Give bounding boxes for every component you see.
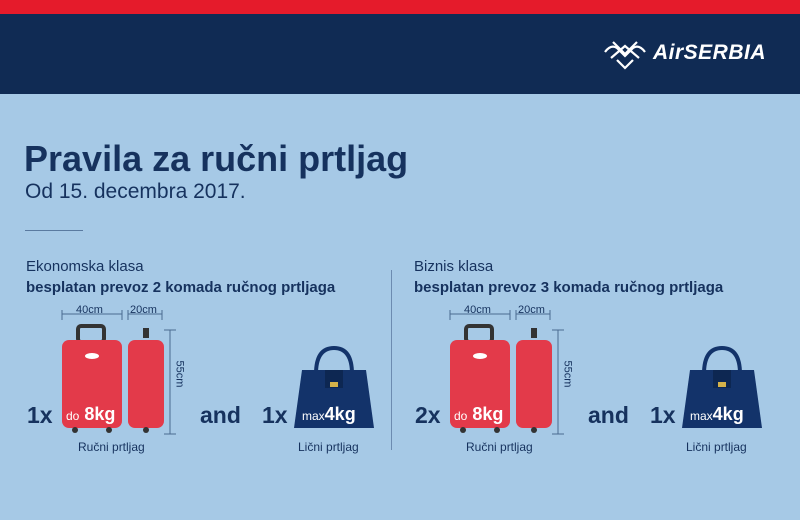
class-allowance: besplatan prevoz 2 komada ručnog prtljag… (26, 279, 336, 296)
handbag-icon (682, 345, 762, 428)
personal-weight: max4kg (302, 404, 356, 424)
height-label: 55cm (561, 360, 574, 388)
top-red-bar (0, 0, 800, 14)
dimension-lines (61, 310, 176, 435)
page-title: Pravila za ručni prtljag (24, 138, 409, 179)
personal-label: Lični prtljag (686, 440, 747, 454)
header: AirSERBIA (0, 14, 800, 94)
width-label: 40cm (464, 304, 491, 316)
hand-count: 1x (27, 402, 53, 428)
economy-panel: Ekonomska klasa besplatan prevoz 2 komad… (26, 258, 416, 468)
panel-divider (391, 270, 392, 450)
width-label: 40cm (76, 304, 103, 316)
depth-label: 20cm (518, 304, 545, 316)
hand-count: 2x (415, 402, 441, 428)
business-panel: Biznis klasa besplatan prevoz 3 komada r… (414, 258, 800, 468)
hand-weight: do 8kg (66, 404, 116, 424)
height-label: 55cm (173, 360, 186, 388)
personal-label: Lični prtljag (298, 440, 359, 454)
suitcase-front-icon (62, 324, 122, 433)
hand-weight: do 8kg (454, 404, 504, 424)
personal-weight: max4kg (690, 404, 744, 424)
suitcase-front-icon (450, 324, 510, 433)
hand-label: Ručni prtljag (466, 440, 533, 454)
class-name: Biznis klasa (414, 258, 494, 275)
personal-count: 1x (650, 402, 676, 428)
hand-label: Ručni prtljag (78, 440, 145, 454)
class-allowance: besplatan prevoz 3 komada ručnog prtljag… (414, 279, 724, 296)
class-name: Ekonomska klasa (26, 258, 144, 275)
title-rule (25, 230, 83, 231)
personal-count: 1x (262, 402, 288, 428)
dimension-lines (449, 310, 564, 435)
handbag-icon (294, 345, 374, 428)
depth-label: 20cm (130, 304, 157, 316)
eagle-icon (604, 41, 646, 70)
and-label: and (588, 402, 629, 428)
suitcase-side-icon (516, 328, 552, 433)
page-subtitle: Od 15. decembra 2017. (25, 180, 246, 203)
airserbia-logo: AirSERBIA (603, 36, 766, 70)
and-label: and (200, 402, 241, 428)
suitcase-side-icon (128, 328, 164, 433)
